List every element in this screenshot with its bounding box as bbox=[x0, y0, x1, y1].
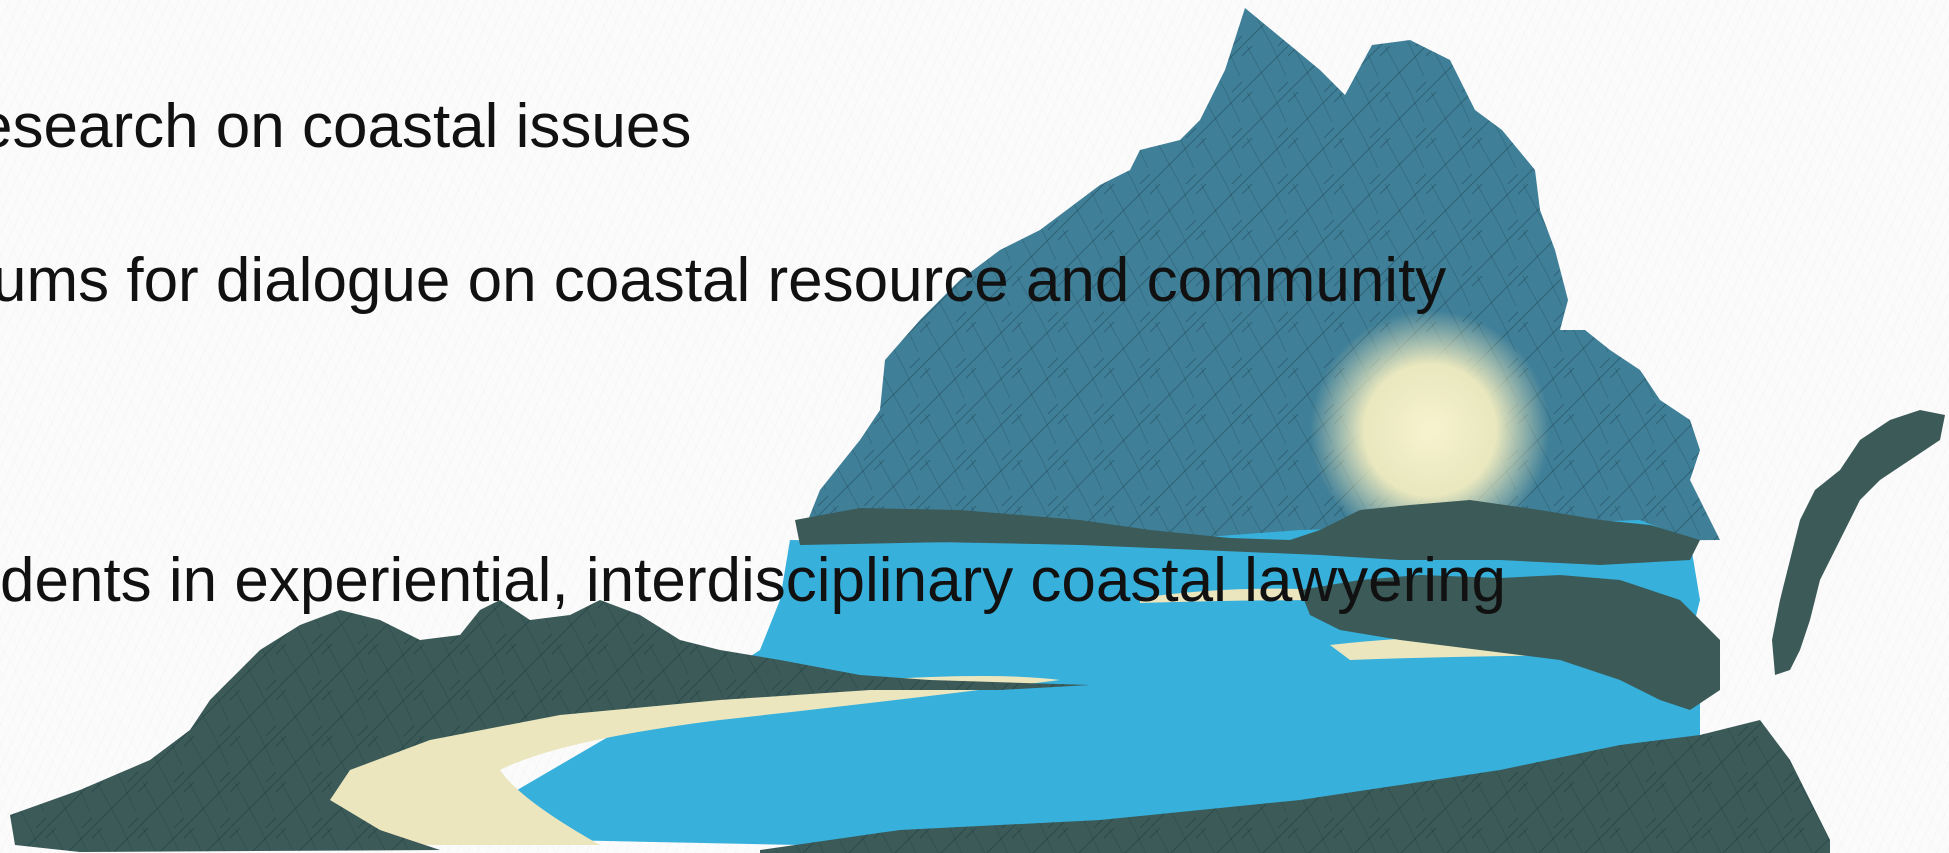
middle-ridge bbox=[795, 500, 1700, 565]
bullet-research: esearch on coastal issues bbox=[0, 92, 692, 161]
sun-glow bbox=[1310, 310, 1550, 550]
eastern-shore bbox=[1772, 410, 1945, 675]
sand-bar-mid bbox=[1140, 588, 1330, 603]
right-peninsula bbox=[1300, 575, 1720, 710]
bullet-forums: ums for dialogue on coastal resource and… bbox=[0, 246, 1447, 315]
bullet-students: dents in experiential, interdisciplinary… bbox=[0, 546, 1506, 615]
